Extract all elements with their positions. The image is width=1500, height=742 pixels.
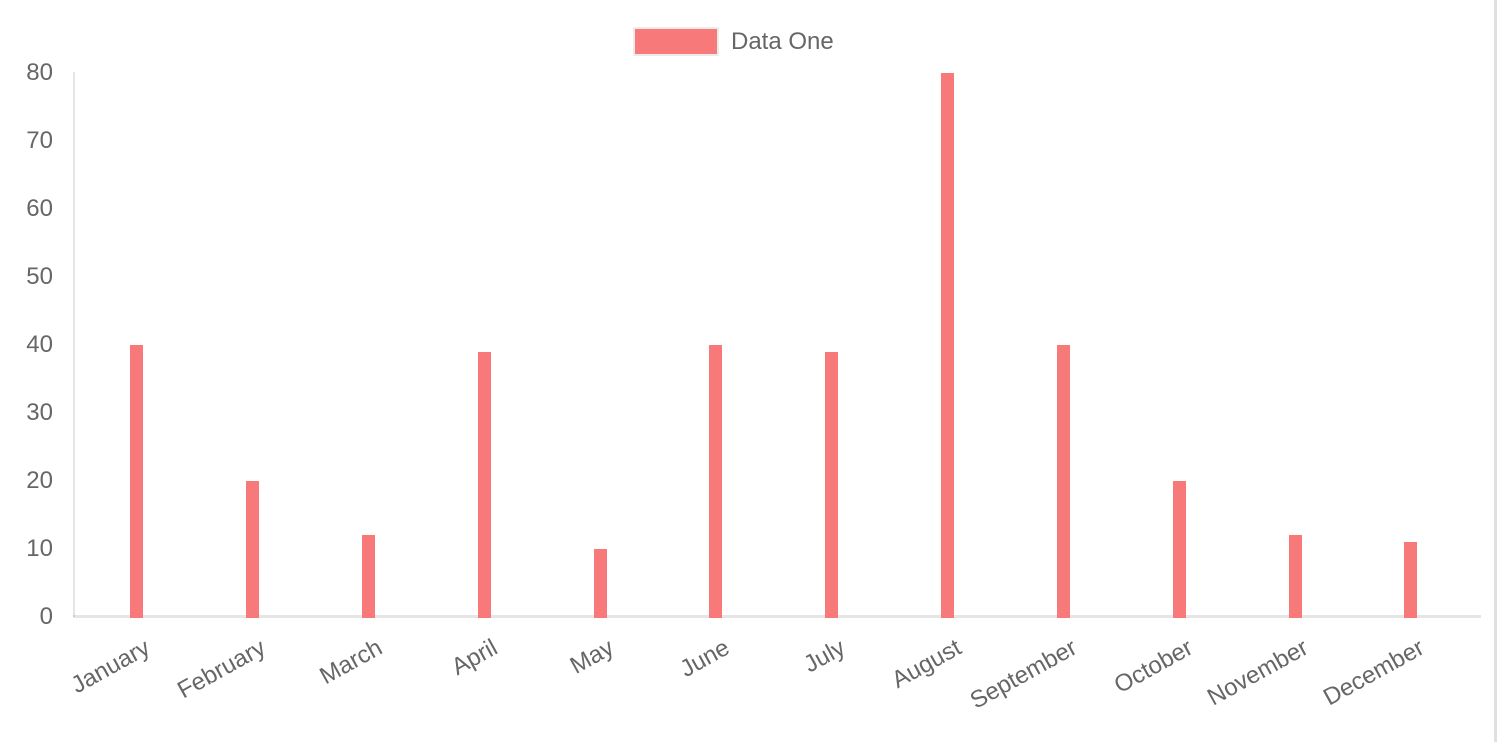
y-axis-tick-label: 60 xyxy=(26,195,53,222)
x-axis-label-december: December xyxy=(1319,634,1430,712)
bar-august[interactable] xyxy=(941,73,955,618)
bar-march[interactable] xyxy=(361,535,375,618)
bar-may[interactable] xyxy=(593,549,607,618)
x-axis-label-june: June xyxy=(675,634,734,683)
y-axis-tick-label: 70 xyxy=(26,127,53,154)
bar-july[interactable] xyxy=(825,351,839,618)
legend-label: Data One xyxy=(731,28,834,55)
x-axis-label-february: February xyxy=(173,634,271,705)
bar-february[interactable] xyxy=(245,481,259,618)
y-axis-tick-label: 0 xyxy=(39,603,53,630)
x-axis-label-september: September xyxy=(965,634,1082,715)
x-axis-label-november: November xyxy=(1203,634,1314,712)
bar-june[interactable] xyxy=(709,345,723,618)
y-axis-tick-label: 30 xyxy=(26,399,53,426)
x-axis-label-april: April xyxy=(447,634,503,681)
x-axis-label-july: July xyxy=(799,634,850,679)
y-axis-tick-label: 80 xyxy=(26,59,53,86)
bar-september[interactable] xyxy=(1056,345,1070,618)
y-axis-tick-label: 10 xyxy=(26,535,53,562)
bar-january[interactable] xyxy=(130,345,144,618)
y-axis-tick-label: 50 xyxy=(26,263,53,290)
x-axis-label-october: October xyxy=(1109,634,1198,700)
bar-april[interactable] xyxy=(477,351,491,618)
y-axis-tick-label: 20 xyxy=(26,467,53,494)
x-axis-label-august: August xyxy=(887,634,966,694)
bar-december[interactable] xyxy=(1404,542,1418,618)
bar-november[interactable] xyxy=(1288,535,1302,618)
x-axis-label-march: March xyxy=(314,634,387,690)
chart-legend[interactable]: Data One xyxy=(633,27,834,56)
y-axis-tick-label: 40 xyxy=(26,331,53,358)
legend-swatch-icon xyxy=(633,27,719,56)
page-right-border xyxy=(1494,0,1497,742)
x-axis-label-may: May xyxy=(565,634,619,680)
x-axis-label-january: January xyxy=(66,634,155,700)
bar-october[interactable] xyxy=(1172,481,1186,618)
y-axis-line xyxy=(73,72,75,617)
x-axis-line xyxy=(73,615,1481,618)
